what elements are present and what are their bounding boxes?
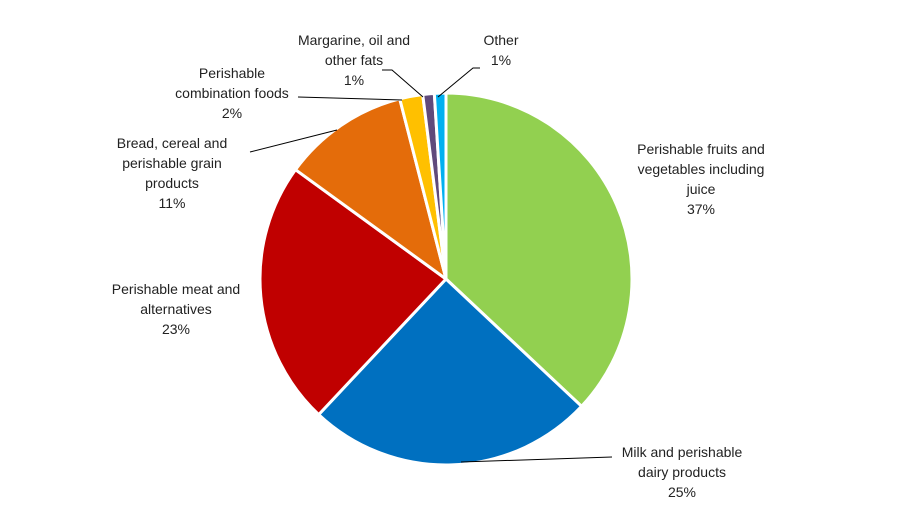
leader-line [297, 96, 403, 101]
slice-value-label: 2% [222, 105, 242, 121]
slice-label: Milk and perishable dairy products 25% [622, 444, 743, 500]
pie-slice [258, 168, 448, 417]
slice-label-line: Other [483, 32, 518, 48]
slice-label-line: Perishable [199, 65, 265, 81]
slice-labels: Perishable fruits and vegetables includin… [112, 32, 765, 500]
slice-value-label: 23% [162, 321, 190, 337]
slice-label: Margarine, oil and other fats 1% [298, 32, 410, 88]
slice-value-label: 11% [159, 195, 186, 211]
slice-label: Perishable fruits and vegetables includin… [637, 141, 765, 217]
slice-value-label: 25% [668, 484, 696, 500]
leader-line [460, 456, 613, 463]
slice-label-line: combination foods [175, 85, 289, 101]
slice-label-line: alternatives [140, 301, 212, 317]
slice-label-line: Perishable meat and [112, 281, 240, 297]
slice-value-label: 1% [491, 52, 511, 68]
leader-line [382, 69, 424, 98]
pie-slice [317, 277, 584, 467]
slice-label-line: juice [686, 181, 716, 197]
slice-label: Other 1% [483, 32, 518, 68]
slice-label-line: other fats [325, 52, 383, 68]
slice-label: Perishable meat and alternatives 23% [112, 281, 240, 337]
slice-value-label: 37% [687, 201, 715, 217]
pie-slices [258, 91, 634, 467]
leader-line [249, 129, 338, 153]
leader-line [437, 67, 480, 98]
pie-slice [294, 97, 448, 281]
pie-slice [444, 91, 634, 408]
slice-label-line: products [145, 175, 199, 191]
slice-label: Perishable combination foods 2% [175, 65, 289, 121]
slice-label-line: vegetables including [638, 161, 765, 177]
pie-slice [432, 91, 448, 281]
slice-label-line: Milk and perishable [622, 444, 743, 460]
slice-label-line: Margarine, oil and [298, 32, 410, 48]
slice-value-label: 1% [344, 72, 364, 88]
slice-label-line: Bread, cereal and [117, 135, 228, 151]
slice-label: Bread, cereal and perishable grain product… [117, 135, 228, 211]
slice-label-line: dairy products [638, 464, 726, 480]
slice-label-line: perishable grain [122, 155, 222, 171]
leader-lines [249, 67, 613, 463]
slice-label-line: Perishable fruits and [637, 141, 765, 157]
